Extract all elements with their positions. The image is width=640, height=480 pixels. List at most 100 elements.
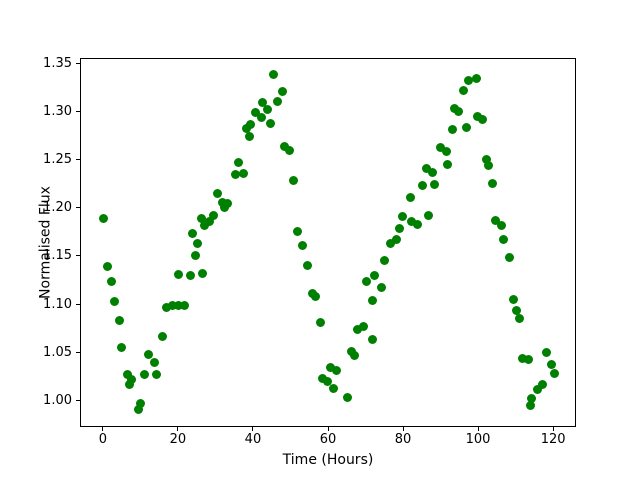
x-axis-label: Time (Hours) [282, 452, 374, 468]
data-point [124, 380, 134, 390]
data-point [421, 164, 431, 174]
y-tick-label: 1.30 [43, 104, 72, 120]
data-point [269, 69, 279, 79]
data-point [234, 158, 244, 168]
data-point [273, 96, 283, 106]
data-point [123, 369, 133, 379]
data-point [349, 351, 359, 361]
data-point [219, 203, 229, 213]
data-point [508, 294, 518, 304]
data-point [537, 380, 547, 390]
y-tick-mark [76, 111, 80, 113]
y-tick-label: 1.25 [43, 152, 72, 168]
x-tick-label: 100 [465, 432, 491, 447]
data-point [140, 369, 150, 379]
data-point [109, 296, 119, 306]
data-point [144, 350, 154, 360]
data-point [328, 384, 338, 394]
y-tick-mark [76, 399, 80, 401]
data-point [369, 270, 379, 280]
data-point [223, 198, 233, 208]
data-point [188, 229, 198, 239]
x-tick-label: 60 [319, 432, 337, 447]
data-point [442, 160, 452, 170]
x-tick-mark [177, 427, 179, 431]
data-point [190, 251, 200, 261]
y-tick-label: 1.00 [43, 392, 72, 408]
data-point [127, 375, 137, 385]
data-point [352, 324, 362, 334]
data-point [258, 97, 268, 107]
plot-area [80, 58, 576, 427]
data-point [549, 368, 559, 378]
data-point [193, 239, 203, 248]
y-tick-mark [76, 351, 80, 353]
x-tick-mark [552, 427, 554, 431]
data-point [342, 392, 352, 402]
data-point [498, 235, 508, 245]
data-point [292, 227, 302, 237]
data-point [242, 123, 252, 133]
data-point [279, 141, 289, 151]
data-point [197, 214, 207, 224]
data-point [298, 240, 308, 250]
data-point [256, 113, 266, 123]
y-tick-mark [76, 255, 80, 257]
data-point [525, 401, 535, 411]
y-tick-label: 1.20 [43, 200, 72, 216]
data-point [430, 180, 440, 190]
x-tick-mark [477, 427, 479, 431]
data-point [488, 179, 498, 189]
data-point [504, 253, 514, 263]
data-point [478, 115, 488, 125]
data-point [251, 108, 261, 118]
data-point [117, 342, 127, 352]
data-point [435, 142, 445, 152]
data-point [325, 362, 335, 372]
y-tick-mark [76, 207, 80, 209]
data-point [448, 124, 458, 134]
data-point [482, 155, 492, 165]
x-tick-mark [252, 427, 254, 431]
data-point [417, 181, 427, 191]
data-point [511, 306, 521, 316]
data-point [135, 398, 145, 408]
data-point [150, 358, 160, 368]
data-point [546, 360, 556, 370]
y-tick-label: 1.15 [43, 248, 72, 264]
data-point [199, 220, 209, 230]
data-point [331, 365, 341, 375]
data-point [174, 300, 184, 310]
data-point [162, 303, 172, 313]
data-point [311, 291, 321, 301]
data-point [204, 216, 214, 226]
data-point [323, 377, 333, 387]
data-point [407, 216, 417, 226]
data-point [318, 374, 328, 384]
data-point [542, 347, 552, 357]
data-point [392, 235, 402, 245]
data-point [106, 277, 116, 287]
data-point [198, 268, 208, 278]
data-point [405, 192, 415, 202]
data-point [454, 107, 464, 117]
data-point [245, 132, 255, 142]
data-point [458, 86, 468, 96]
y-tick-mark [76, 303, 80, 305]
data-point [285, 145, 295, 155]
data-point [367, 335, 377, 345]
data-point [386, 239, 396, 248]
data-point [186, 270, 196, 280]
data-point [315, 317, 325, 327]
data-point [213, 189, 223, 199]
data-point [103, 262, 113, 272]
x-tick-mark [327, 427, 329, 431]
x-tick-label: 0 [98, 432, 108, 447]
data-point [262, 105, 272, 115]
data-point [427, 167, 437, 177]
data-point [524, 355, 534, 365]
data-point [246, 119, 256, 129]
data-point [303, 261, 313, 271]
data-point [133, 405, 143, 415]
